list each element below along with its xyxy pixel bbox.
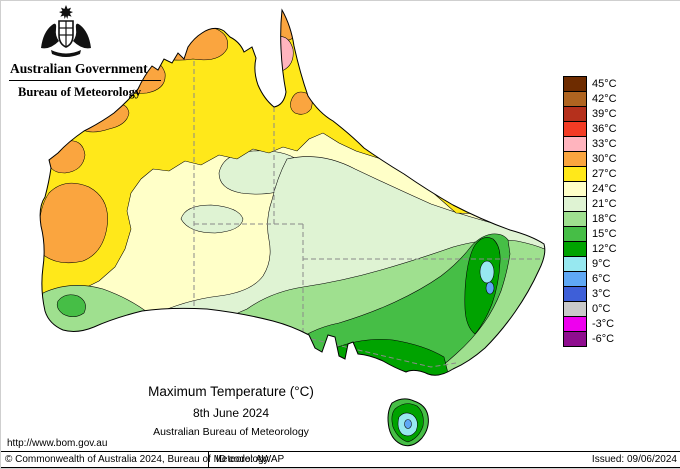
legend-swatch [563, 196, 587, 212]
region-30c-gulf [290, 91, 313, 115]
legend-label: 30°C [592, 153, 617, 165]
australia-coastline [39, 8, 546, 376]
legend-swatch [563, 256, 587, 272]
region-6c-alps [485, 281, 495, 295]
legend-swatch [563, 241, 587, 257]
legend-label: -6°C [592, 333, 615, 345]
legend-swatch [563, 76, 587, 92]
legend-label: 33°C [592, 138, 617, 150]
legend-label: -3°C [592, 318, 615, 330]
legend-swatch [563, 106, 587, 122]
legend-label: 6°C [592, 273, 611, 285]
legend-label: 0°C [592, 303, 611, 315]
legend-swatch [563, 211, 587, 227]
legend-label: 24°C [592, 183, 617, 195]
bom-url: http://www.bom.gov.au [7, 438, 108, 449]
bureau-title: Bureau of Meteorology [18, 85, 142, 99]
legend-swatch [563, 136, 587, 152]
tasmania-coastline [387, 398, 429, 447]
map-title: Maximum Temperature (°C) [148, 384, 314, 399]
legend-swatch [563, 271, 587, 287]
legend-label: 21°C [592, 198, 617, 210]
legend-swatch [563, 121, 587, 137]
legend-entry: 0°C [563, 301, 617, 317]
legend-label: 45°C [592, 78, 617, 90]
issued-text: Issued: 09/06/2024 [591, 454, 677, 465]
region-12c-ranges [464, 237, 501, 335]
legend-label: 9°C [592, 258, 611, 270]
legend-entry: 3°C [563, 286, 617, 302]
legend-label: 36°C [592, 123, 617, 135]
region-30c-gascoyne [40, 182, 108, 264]
legend-swatch [563, 151, 587, 167]
legend-entry: 9°C [563, 256, 617, 272]
legend-label: 42°C [592, 93, 617, 105]
legend-entry: 39°C [563, 106, 617, 122]
legend-swatch [563, 301, 587, 317]
coat-of-arms-icon [41, 5, 91, 57]
footer-divider [208, 452, 209, 467]
legend-swatch [563, 166, 587, 182]
legend-entry: 45°C [563, 76, 617, 92]
legend-entry: 21°C [563, 196, 617, 212]
region-15c-southwest-spot [56, 294, 86, 318]
legend-entry: 24°C [563, 181, 617, 197]
legend: 45°C 42°C 39°C 36°C 33°C 30°C 27°C 24°C 21°C 18°C… [563, 76, 617, 347]
legend-entry: 15°C [563, 226, 617, 242]
state-borders [193, 61, 545, 368]
legend-swatch [563, 181, 587, 197]
government-title: Australian Government [10, 61, 148, 76]
legend-entry: 36°C [563, 121, 617, 137]
legend-swatch [563, 331, 587, 347]
legend-entry: 33°C [563, 136, 617, 152]
copyright-text: © Commonwealth of Australia 2024, Bureau… [5, 454, 269, 465]
legend-label: 27°C [592, 168, 617, 180]
legend-swatch [563, 286, 587, 302]
legend-entry: 6°C [563, 271, 617, 287]
legend-label: 3°C [592, 288, 611, 300]
legend-entry: 18°C [563, 211, 617, 227]
legend-entry: 42°C [563, 91, 617, 107]
legend-entry: 12°C [563, 241, 617, 257]
legend-entry: -3°C [563, 316, 617, 332]
map-org: Australian Bureau of Meteorology [153, 426, 309, 438]
legend-entry: 30°C [563, 151, 617, 167]
legend-entry: -6°C [563, 331, 617, 347]
id-code: ID code: AWAP [216, 454, 285, 465]
legend-swatch [563, 226, 587, 242]
legend-label: 39°C [592, 108, 617, 120]
region-21c-central-b [180, 204, 244, 234]
legend-swatch [563, 316, 587, 332]
header-divider [9, 80, 161, 81]
legend-swatch [563, 91, 587, 107]
legend-entry: 27°C [563, 166, 617, 182]
map-date: 8th June 2024 [192, 406, 270, 420]
legend-label: 15°C [592, 228, 617, 240]
footer-bar: © Commonwealth of Australia 2024, Bureau… [1, 451, 680, 468]
region-30c-cape-york [254, 10, 299, 43]
legend-label: 12°C [592, 243, 617, 255]
legend-label: 18°C [592, 213, 617, 225]
border-nsw-vic [302, 336, 457, 368]
map-titles: Maximum Temperature (°C) 8th June 2024 A… [89, 384, 373, 438]
region-9c-alps [479, 260, 495, 284]
region-tas-6c [404, 419, 412, 429]
